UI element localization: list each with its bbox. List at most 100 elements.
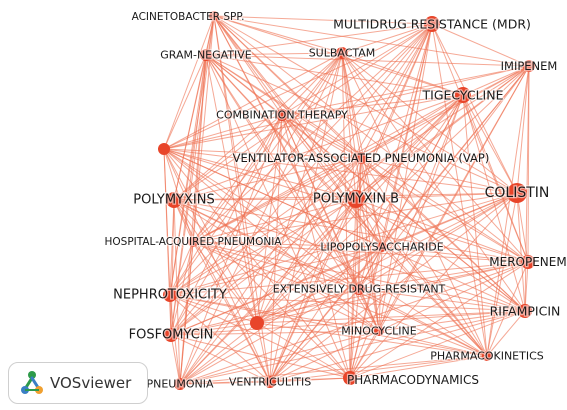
node-combination[interactable] <box>276 109 288 121</box>
edge-tigecycline-colistin <box>462 94 518 194</box>
node-polymyxins[interactable] <box>166 192 182 208</box>
edge-acinetobacter-unlabeled_left <box>163 15 215 150</box>
node-label-mdr[interactable]: MULTIDRUG RESISTANCE (MDR) <box>332 15 532 33</box>
edge-xdr-minocycline <box>358 288 380 332</box>
edge-meropenem-unlabeled_left <box>163 148 529 263</box>
edge-nephrotoxicity-minocycline <box>169 294 380 332</box>
node-label-imipenem[interactable]: IMIPENEM <box>499 58 558 75</box>
edge-sulbactam-combination <box>281 52 343 116</box>
node-label-combination[interactable]: COMBINATION THERAPY <box>215 107 349 123</box>
node-unlabeled-mid[interactable] <box>250 316 264 330</box>
edge-polymyxin_b-unlabeled_left <box>163 148 357 200</box>
node-label-fosfomycin[interactable]: FOSFOMYCIN <box>127 326 214 344</box>
edge-hap-nephrotoxicity <box>169 241 194 296</box>
node-layer <box>158 11 535 390</box>
edge-xdr-pk <box>358 288 488 357</box>
edge-sulbactam-unlabeled_left <box>163 52 343 150</box>
node-nephrotoxicity[interactable] <box>163 288 177 302</box>
edge-combination-hap <box>192 114 283 243</box>
node-hap[interactable] <box>188 237 198 247</box>
node-unlabeled-left[interactable] <box>158 143 170 155</box>
node-imipenem[interactable] <box>523 60 535 72</box>
edge-tigecycline-fosfomycin <box>170 94 464 336</box>
edge-sulbactam-pd <box>341 52 351 379</box>
edge-lps-ventriculitis <box>269 246 383 383</box>
edge-sulbactam-polymyxin_b <box>341 52 357 200</box>
edge-gram_negative-unlabeled_left <box>163 54 207 150</box>
node-pd[interactable] <box>343 371 357 385</box>
edge-mdr-pd <box>349 23 433 379</box>
edge-rifampicin-pk <box>486 310 526 357</box>
edge-mdr-minocycline <box>378 23 433 332</box>
node-lps[interactable] <box>377 242 387 252</box>
node-label-minocycline[interactable]: MINOCYCLINE <box>340 323 418 339</box>
edge-polymyxins-ventriculitis <box>173 199 271 383</box>
edge-mdr-vap <box>360 23 433 159</box>
edge-imipenem-colistin <box>516 65 530 194</box>
node-label-hap[interactable]: HOSPITAL-ACQUIRED PNEUMONIA <box>103 235 283 250</box>
edge-pk-pd <box>349 355 488 379</box>
node-label-acinetobacter[interactable]: ACINETOBACTER SPP. <box>130 10 245 25</box>
edge-polymyxin_b-pk <box>355 198 488 357</box>
edge-nephrotoxicity-ventriculitis <box>169 294 271 383</box>
node-ventriculitis[interactable] <box>264 376 276 388</box>
node-colistin[interactable] <box>507 183 527 203</box>
edge-lps-xdr <box>358 246 383 290</box>
node-label-sulbactam[interactable]: SULBACTAM <box>307 45 376 61</box>
node-xdr[interactable] <box>353 283 365 295</box>
edge-rifampicin-unlabeled_mid <box>256 310 526 324</box>
edge-hap-pneumonia <box>179 241 194 385</box>
node-mdr[interactable] <box>424 16 440 32</box>
edge-combination-ventriculitis <box>269 114 283 383</box>
edge-tigecycline-vap <box>360 94 464 159</box>
edge-sulbactam-tigecycline <box>341 52 464 96</box>
node-label-tigecycline[interactable]: TIGECYCLINE <box>420 86 505 104</box>
node-label-vap[interactable]: VENTILATOR-ASSOCIATED PNEUMONIA (VAP) <box>231 150 490 167</box>
node-label-pk[interactable]: PHARMACOKINETICS <box>429 348 545 364</box>
edge-colistin-xdr <box>358 192 518 290</box>
edge-colistin-unlabeled_left <box>163 148 518 194</box>
node-label-nephrotoxicity[interactable]: NEPHROTOXICITY <box>112 286 228 304</box>
node-pneumonia[interactable] <box>174 378 186 390</box>
node-vap[interactable] <box>355 152 367 164</box>
edge-mdr-polymyxins <box>173 23 433 201</box>
node-label-lps[interactable]: LIPOPOLYSACCHARIDE <box>319 239 445 255</box>
node-rifampicin[interactable] <box>518 304 532 318</box>
node-label-colistin[interactable]: COLISTIN <box>483 184 550 203</box>
edge-gram_negative-tigecycline <box>205 54 464 96</box>
node-label-polymyxin-b[interactable]: POLYMYXIN B <box>312 190 401 208</box>
edge-mdr-xdr <box>358 23 433 290</box>
edge-colistin-nephrotoxicity <box>169 192 518 296</box>
node-meropenem[interactable] <box>521 255 535 269</box>
node-label-gram-negative[interactable]: GRAM-NEGATIVE <box>159 47 253 63</box>
node-sulbactam[interactable] <box>336 47 348 59</box>
node-pk[interactable] <box>482 351 492 361</box>
edge-xdr-unlabeled_left <box>163 148 360 290</box>
node-label-pd[interactable]: PHARMACODYNAMICS <box>346 372 480 389</box>
edge-nephrotoxicity-rifampicin <box>169 294 526 312</box>
node-label-polymyxins[interactable]: POLYMYXINS <box>132 191 216 209</box>
vosviewer-logo-icon <box>21 371 43 394</box>
edge-polymyxins-rifampicin <box>173 199 526 312</box>
node-label-meropenem[interactable]: MEROPENEM <box>488 254 567 271</box>
edge-polymyxins-pneumonia <box>173 199 181 385</box>
node-minocycline[interactable] <box>374 326 384 336</box>
edge-minocycline-pk <box>378 330 488 357</box>
edge-polymyxin_b-lps <box>355 198 383 248</box>
node-label-pneumonia[interactable]: PNEUMONIA <box>145 376 215 392</box>
node-tigecycline[interactable] <box>455 87 471 103</box>
node-label-ventriculitis[interactable]: VENTRICULITIS <box>228 374 313 390</box>
node-acinetobacter[interactable] <box>209 11 219 21</box>
edge-mdr-imipenem <box>431 23 530 67</box>
edge-vap-unlabeled_left <box>163 148 362 159</box>
node-polymyxin-b[interactable] <box>347 190 365 208</box>
edge-combination-lps <box>281 114 383 248</box>
node-label-rifampicin[interactable]: RIFAMPICIN <box>488 302 561 320</box>
edge-lps-minocycline <box>378 246 383 332</box>
edge-rifampicin-ventriculitis <box>269 310 526 383</box>
edge-gram_negative-sulbactam <box>205 52 343 56</box>
node-label-xdr[interactable]: EXTENSIVELY DRUG-RESISTANT <box>271 281 446 297</box>
edge-acinetobacter-sulbactam <box>213 15 343 54</box>
node-fosfomycin[interactable] <box>164 328 178 342</box>
node-gram-negative[interactable] <box>200 49 212 61</box>
